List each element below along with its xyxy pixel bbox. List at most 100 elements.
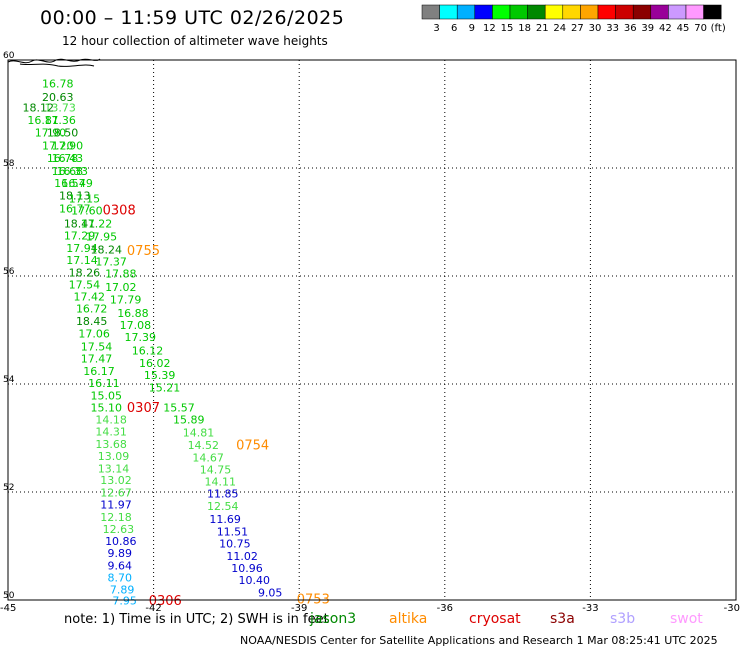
- swh-point-label: 11.85: [207, 488, 239, 501]
- colorbar-label: 12: [483, 23, 496, 34]
- colorbar-label: 15: [501, 23, 514, 34]
- swh-point-label: 18.50: [47, 126, 79, 139]
- legend-swot: swot: [670, 611, 703, 627]
- swh-point-label: 17.90: [35, 126, 66, 139]
- swh-point-label: 7.95: [112, 595, 137, 608]
- colorbar-swatch: [580, 4, 599, 20]
- x-tick-label: -39: [291, 603, 307, 614]
- swh-point-label: 16.77: [59, 203, 91, 216]
- swh-point-label: 16.02: [139, 357, 171, 370]
- y-tick-label: 50: [3, 591, 15, 601]
- colorbar-label: 3: [433, 23, 439, 34]
- swh-point-label: 17.94: [66, 242, 98, 255]
- colorbar-swatch: [509, 4, 528, 20]
- swh-point-label: 15.57: [163, 401, 195, 414]
- data-points: 16.7820.6313.7318.1217.3616.8118.5017.90…: [23, 77, 330, 609]
- swh-point-label: 16.49: [61, 177, 93, 190]
- swh-point-label: 15.05: [91, 389, 123, 402]
- colorbar-label: 45: [677, 23, 690, 34]
- pass-time-label: 0307: [127, 401, 160, 416]
- swh-point-label: 9.64: [107, 560, 132, 573]
- swh-point-label: 12.18: [100, 511, 132, 524]
- colorbar-swatch: [456, 4, 476, 20]
- swh-point-label: 14.75: [200, 463, 232, 476]
- swh-point-label: 18.24: [91, 244, 123, 257]
- chart-subtitle: 12 hour collection of altimeter wave hei…: [62, 34, 328, 48]
- x-tick-label: -45: [0, 603, 16, 614]
- swh-point-label: 15.39: [144, 369, 176, 382]
- swh-point-label: 11.51: [217, 526, 249, 539]
- legend-cryosat: cryosat: [469, 611, 521, 627]
- x-tick-label: -30: [724, 603, 740, 614]
- swh-point-label: 7.89: [110, 583, 135, 596]
- swh-point-label: 13.73: [44, 102, 76, 115]
- swh-point-label: 16.57: [54, 177, 86, 190]
- swh-point-label: 17.42: [74, 291, 106, 304]
- colorbar-swatch: [474, 4, 493, 20]
- swh-point-label: 14.81: [183, 427, 215, 440]
- swh-point-label: 16.88: [117, 307, 149, 320]
- swh-point-label: 15.21: [149, 381, 181, 394]
- swh-point-label: 16.81: [27, 114, 59, 127]
- pass-time-label: 0306: [149, 594, 182, 609]
- colorbar-label: 30: [589, 23, 602, 34]
- x-tick-label: -36: [437, 603, 453, 614]
- swh-point-label: 18.45: [76, 315, 108, 328]
- swh-point-label: 13.02: [100, 474, 132, 487]
- y-tick-label: 58: [3, 159, 15, 169]
- swh-point-label: 17.37: [95, 256, 127, 269]
- swh-point-label: 16.78: [42, 77, 73, 90]
- colorbar-label: 18: [518, 23, 531, 34]
- colorbar-label: 42: [659, 23, 672, 34]
- swh-point-label: 17.47: [81, 353, 113, 366]
- colorbar-swatch: [492, 4, 511, 20]
- x-tick-label: -33: [582, 603, 598, 614]
- swh-point-label: 15.89: [173, 414, 205, 427]
- swh-point-label: 16.33: [57, 165, 89, 178]
- y-tick-label: 54: [3, 375, 15, 385]
- colorbar-label: 9: [469, 23, 475, 34]
- swh-point-label: 17.88: [105, 267, 137, 280]
- swh-point-label: 13.14: [98, 462, 130, 475]
- legend-s3b: s3b: [610, 611, 636, 627]
- swh-point-label: 13.68: [95, 438, 127, 451]
- footer-credit: NOAA/NESDIS Center for Satellite Applica…: [240, 634, 718, 647]
- colorbar-label: 33: [606, 23, 619, 34]
- swh-point-label: 17.39: [124, 331, 156, 344]
- swh-point-label: 17.54: [81, 340, 113, 353]
- swh-point-label: 17.20: [42, 139, 73, 152]
- swh-point-label: 17.06: [78, 327, 110, 340]
- y-tick-label: 52: [3, 483, 14, 493]
- swh-point-label: 17.60: [71, 205, 103, 218]
- colorbar-swatch: [685, 4, 704, 20]
- colorbar-swatch: [597, 4, 616, 20]
- colorbar-label: 24: [553, 23, 566, 34]
- colorbar-swatch: [650, 4, 669, 20]
- swh-point-label: 10.75: [219, 537, 251, 550]
- pass-time-label: 0754: [236, 439, 269, 454]
- swh-point-label: 17.95: [86, 231, 118, 244]
- colorbar-swatch: [562, 4, 581, 20]
- pass-time-label: 0308: [103, 204, 136, 219]
- swh-point-label: 18.13: [59, 190, 91, 203]
- swh-point-label: 16.78: [47, 152, 79, 165]
- swh-point-label: 18.26: [69, 266, 101, 279]
- legend-s3a: s3a: [550, 611, 575, 627]
- colorbar-label: 27: [571, 23, 584, 34]
- swh-point-label: 17.22: [81, 218, 113, 231]
- swh-point-label: 10.40: [239, 574, 270, 587]
- swh-point-label: 16.11: [88, 377, 120, 390]
- swh-point-label: 13.09: [98, 450, 130, 463]
- colorbar-legend: 3 6 9 12 15 18 21 24 27 30 33 36 39 42 45 70 (ft): [421, 4, 726, 34]
- swh-point-label: 20.63: [42, 91, 73, 104]
- colorbar-label: 21: [536, 23, 549, 34]
- swh-point-label: 11.69: [209, 513, 241, 526]
- swh-point-label: 16.43: [52, 152, 84, 165]
- swh-point-label: 10.86: [105, 535, 137, 548]
- swh-point-label: 16.68: [52, 165, 84, 178]
- axes: -45 -42 -39 -36 -33 -30 50 52 54 56 58 60: [0, 51, 740, 614]
- colorbar-swatch: [703, 4, 722, 20]
- swh-point-label: 16.17: [83, 365, 115, 378]
- swh-point-label: 17.08: [120, 319, 152, 332]
- swh-point-label: 14.31: [95, 426, 127, 439]
